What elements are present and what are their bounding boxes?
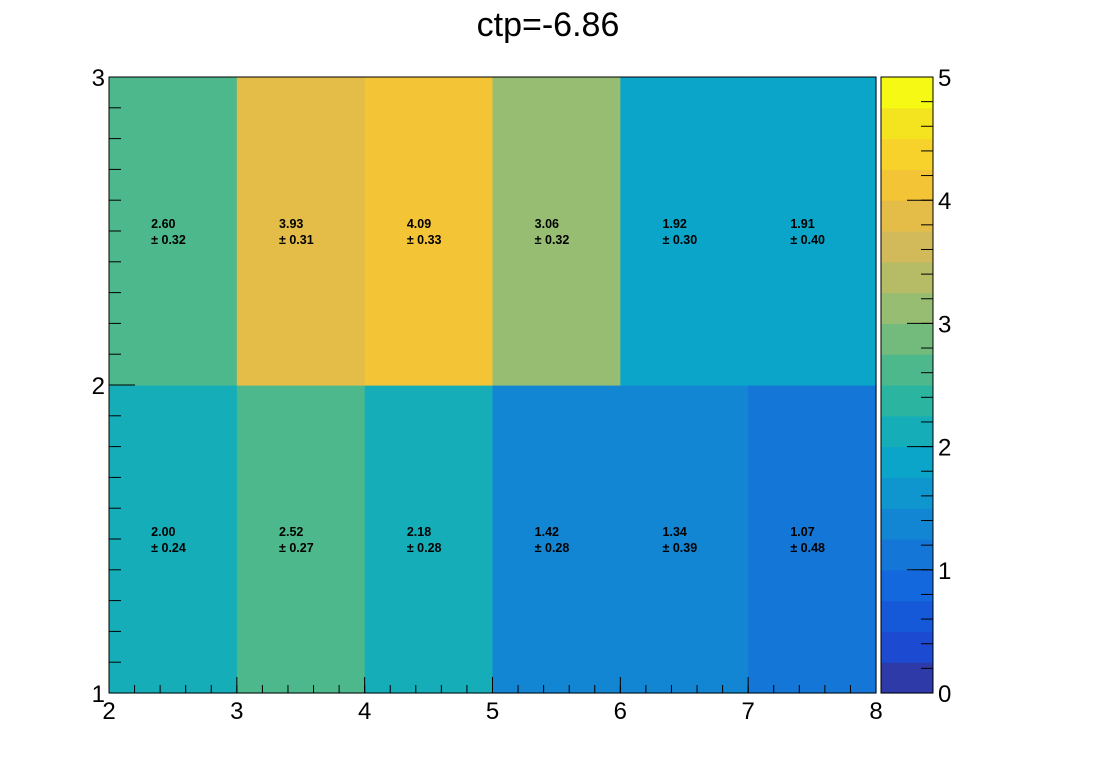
- cell-error-label: ± 0.28: [407, 541, 442, 555]
- cell-value-label: 2.60: [151, 217, 175, 231]
- heatmap-cell: [620, 77, 749, 386]
- heatmap-cell: [492, 77, 621, 386]
- palette-swatch: [881, 385, 933, 417]
- cell-value-label: 4.09: [407, 217, 431, 231]
- y-axis-tick-label: 3: [92, 65, 105, 92]
- x-axis-tick-label: 3: [230, 698, 243, 725]
- cell-error-label: ± 0.39: [663, 541, 698, 555]
- cell-error-label: ± 0.27: [279, 541, 314, 555]
- cell-value-label: 2.18: [407, 525, 431, 539]
- palette-swatch: [881, 354, 933, 386]
- palette-swatch: [881, 600, 933, 632]
- y-axis-tick-label: 1: [92, 681, 105, 708]
- chart-title: ctp=-6.86: [477, 6, 620, 44]
- palette-swatch: [881, 323, 933, 355]
- cell-error-label: ± 0.32: [535, 233, 570, 247]
- x-axis-tick-label: 2: [102, 698, 115, 725]
- cell-value-label: 1.42: [535, 525, 559, 539]
- palette-swatch: [881, 662, 933, 694]
- palette-swatch: [881, 631, 933, 663]
- heatmap-cell: [236, 385, 366, 694]
- palette-swatch: [881, 169, 933, 201]
- heatmap-cell: [748, 77, 877, 386]
- heatmap-cell: [109, 77, 238, 386]
- color-scale: 0 1 2 3 4 5: [880, 65, 951, 708]
- palette-swatch: [881, 569, 933, 602]
- cell-value-label: 1.34: [663, 525, 687, 539]
- cell-value-label: 2.00: [151, 525, 175, 539]
- palette-swatch: [881, 107, 933, 140]
- palette-swatch: [881, 77, 933, 109]
- y-axis-tick-label: 2: [92, 373, 105, 400]
- palette-swatch: [881, 292, 933, 324]
- palette-swatch: [881, 446, 933, 478]
- cell-error-label: ± 0.31: [279, 233, 314, 247]
- palette-tick-label: 0: [938, 681, 951, 708]
- cell-error-label: ± 0.32: [151, 233, 186, 247]
- heatmap-cell: [748, 385, 877, 694]
- heatmap-cell: [236, 77, 366, 386]
- palette-tick-label: 1: [938, 558, 951, 585]
- heatmap-cell: [364, 385, 494, 694]
- palette-swatch: [881, 415, 933, 448]
- cell-error-label: ± 0.30: [663, 233, 698, 247]
- palette-tick-label: 2: [938, 435, 951, 462]
- cell-error-label: ± 0.24: [151, 541, 186, 555]
- x-axis-tick-label: 6: [614, 698, 627, 725]
- heatmap-cells: [109, 77, 877, 694]
- cell-error-label: ± 0.40: [790, 233, 825, 247]
- cell-error-label: ± 0.33: [407, 233, 442, 247]
- heatmap-cell: [109, 385, 238, 694]
- heatmap-cell: [620, 385, 749, 694]
- cell-error-label: ± 0.48: [790, 541, 825, 555]
- x-axis-tick-label: 4: [358, 698, 371, 725]
- x-axis-tick-label: 5: [486, 698, 499, 725]
- palette-swatch: [881, 539, 933, 571]
- cell-value-label: 1.92: [663, 217, 687, 231]
- palette-swatch: [881, 231, 933, 263]
- x-axis-tick-label: 7: [741, 698, 754, 725]
- heatmap-cell: [364, 77, 494, 386]
- palette-swatch: [881, 261, 933, 294]
- palette-swatch: [881, 508, 933, 540]
- palette-swatch: [881, 200, 933, 232]
- cell-value-label: 3.06: [535, 217, 559, 231]
- cell-value-label: 1.07: [790, 525, 814, 539]
- palette-swatch: [881, 138, 933, 170]
- palette-swatch: [881, 477, 933, 509]
- cell-value-label: 3.93: [279, 217, 303, 231]
- cell-error-label: ± 0.28: [535, 541, 570, 555]
- cell-value-label: 2.52: [279, 525, 303, 539]
- palette-tick-label: 5: [938, 65, 951, 92]
- x-axis-tick-label: 8: [869, 698, 882, 725]
- cell-labels: 2.00 ± 0.24 2.52 ± 0.27 2.18 ± 0.28 1.42 ± 0.28…: [151, 217, 825, 555]
- heatmap-cell: [492, 385, 621, 694]
- palette-tick-label: 3: [938, 311, 951, 338]
- cell-value-label: 1.91: [790, 217, 814, 231]
- palette-tick-label: 4: [938, 188, 951, 215]
